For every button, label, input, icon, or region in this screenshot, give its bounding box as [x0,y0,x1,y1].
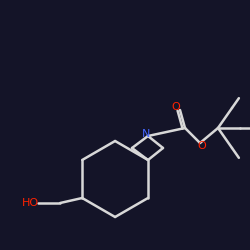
Text: N: N [142,129,150,139]
Text: O: O [198,141,206,151]
Text: HO: HO [22,198,39,208]
Text: O: O [172,102,180,112]
